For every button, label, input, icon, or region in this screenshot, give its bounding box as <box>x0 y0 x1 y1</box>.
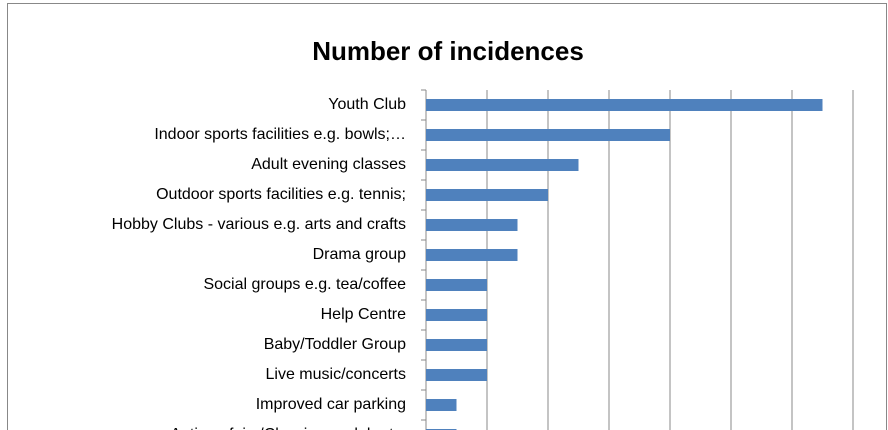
y-tick-label: Live music/concerts <box>266 366 407 383</box>
y-tick-label: Youth Club <box>328 96 406 113</box>
chart-title: Number of incidences <box>312 36 584 66</box>
bar <box>426 189 548 201</box>
chart-border <box>7 3 887 430</box>
bar <box>426 309 487 321</box>
y-tick-label: Outdoor sports facilities e.g. tennis; <box>156 186 406 203</box>
y-tick-label: Social groups e.g. tea/coffee <box>203 276 406 293</box>
y-tick-label: Antique fairs/Classic car club etc. <box>170 426 406 430</box>
bar <box>426 399 457 411</box>
y-tick-label: Help Centre <box>321 306 406 323</box>
bar <box>426 339 487 351</box>
bar <box>426 99 823 111</box>
y-tick-label: Improved car parking <box>256 396 406 413</box>
bar <box>426 129 670 141</box>
bar <box>426 159 579 171</box>
bar <box>426 249 518 261</box>
y-tick-label: Adult evening classes <box>251 156 406 173</box>
bar <box>426 219 518 231</box>
y-tick-label: Indoor sports facilities e.g. bowls;… <box>154 126 406 143</box>
bar <box>426 279 487 291</box>
y-tick-label: Baby/Toddler Group <box>264 336 406 353</box>
bar <box>426 369 487 381</box>
y-tick-label: Drama group <box>313 246 406 263</box>
y-tick-label: Hobby Clubs - various e.g. arts and craf… <box>112 216 406 233</box>
